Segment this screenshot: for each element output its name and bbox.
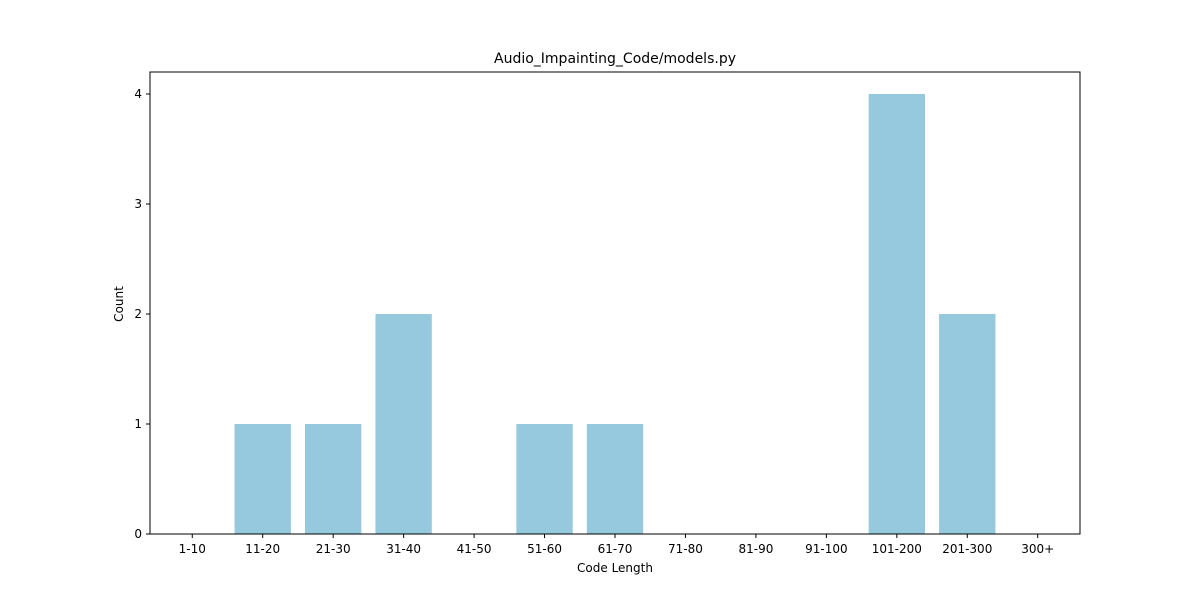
x-tick-label: 300+ (1021, 542, 1054, 556)
bar-31-40 (375, 314, 432, 534)
bar-101-200 (868, 94, 925, 534)
y-tick-label: 4 (134, 87, 142, 101)
x-tick-label: 71-80 (668, 542, 703, 556)
bars-layer (234, 94, 996, 534)
bar-61-70 (586, 424, 644, 534)
x-tick-label: 11-20 (245, 542, 280, 556)
bar-51-60 (516, 424, 573, 534)
bar-11-20 (234, 424, 291, 534)
x-axis: 1-10 11-20 21-30 31-40 41-50 51-60 61-70 71-80 8… (179, 534, 1054, 556)
y-axis-label: Count (112, 286, 126, 322)
x-tick-label: 31-40 (386, 542, 421, 556)
x-axis-label: Code Length (577, 561, 653, 575)
bar-21-30 (305, 424, 362, 534)
x-tick-label: 61-70 (598, 542, 633, 556)
bar-201-300 (939, 314, 996, 534)
x-tick-label: 1-10 (179, 542, 206, 556)
x-tick-label: 41-50 (457, 542, 492, 556)
y-tick-label: 3 (134, 197, 142, 211)
x-tick-label: 81-90 (738, 542, 773, 556)
x-tick-label: 21-30 (316, 542, 351, 556)
chart-title: Audio_Impainting_Code/models.py (494, 51, 736, 67)
x-tick-label: 101-200 (872, 542, 922, 556)
y-axis: 0 1 2 3 4 (134, 87, 150, 541)
y-tick-label: 0 (134, 527, 142, 541)
y-tick-label: 1 (134, 417, 142, 431)
x-tick-label: 201-300 (942, 542, 992, 556)
x-tick-label: 91-100 (805, 542, 848, 556)
x-tick-label: 51-60 (527, 542, 562, 556)
y-tick-label: 2 (134, 307, 142, 321)
